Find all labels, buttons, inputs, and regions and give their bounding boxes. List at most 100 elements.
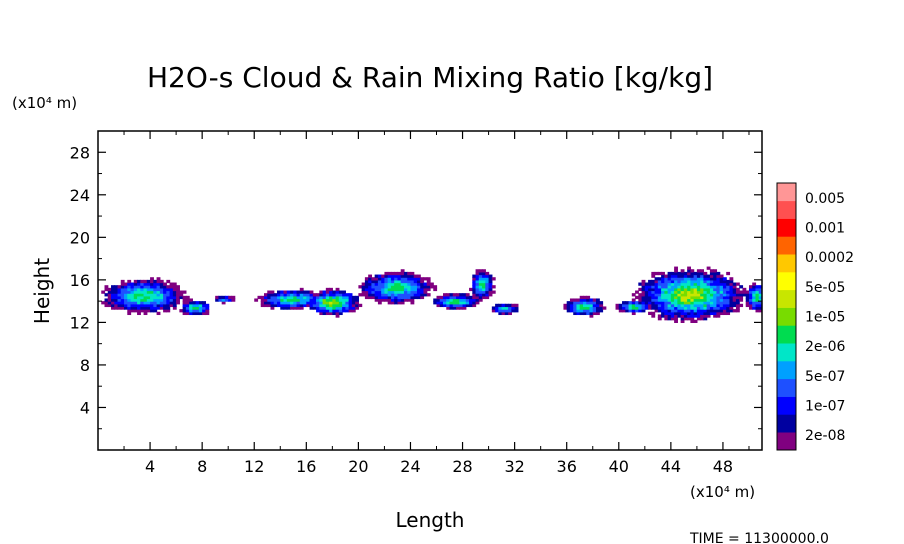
heatmap-cell — [683, 301, 688, 305]
heatmap-cell — [706, 282, 711, 286]
heatmap-cell — [182, 290, 187, 294]
colorbar-label: 5e-05 — [805, 280, 845, 296]
heatmap-cell — [286, 290, 291, 294]
heatmap-cell — [117, 298, 122, 302]
heatmap-cell — [674, 271, 678, 276]
heatmap-cell — [732, 295, 737, 300]
heatmap-cell — [713, 290, 718, 294]
heatmap-cell — [150, 303, 154, 308]
heatmap-cell — [472, 303, 477, 308]
heatmap-cell — [648, 293, 652, 297]
heatmap-cell — [677, 311, 682, 316]
heatmap-cell — [667, 301, 672, 305]
heatmap-cell — [368, 295, 373, 300]
heatmap-cell — [745, 301, 750, 305]
heatmap-cell — [312, 295, 317, 300]
heatmap-cell — [104, 287, 109, 292]
heatmap-cell — [423, 285, 428, 289]
heatmap-cell — [667, 290, 672, 294]
heatmap-cell — [374, 287, 379, 292]
heatmap-cell — [488, 277, 493, 281]
heatmap-cell — [329, 287, 333, 292]
heatmap-cell — [641, 301, 646, 305]
heatmap-cell — [456, 303, 460, 308]
heatmap-cell — [674, 279, 678, 284]
heatmap-cell — [140, 306, 145, 310]
heatmap-cell — [133, 309, 138, 313]
y-tick-label: 24 — [70, 186, 90, 205]
heatmap-cell — [400, 287, 405, 292]
heatmap-cell — [657, 301, 662, 305]
y-axis-label: Height — [30, 258, 54, 324]
heatmap-cell — [156, 290, 161, 294]
heatmap-cell — [670, 277, 675, 281]
heatmap-cell — [218, 295, 223, 300]
heatmap-cell — [687, 309, 691, 313]
heatmap-cell — [420, 293, 425, 297]
heatmap-cell — [436, 301, 441, 305]
heatmap-cell — [267, 295, 272, 300]
heatmap-cell — [696, 301, 701, 305]
heatmap-cell — [290, 293, 294, 297]
heatmap-cell — [166, 309, 171, 313]
heatmap-cell — [599, 303, 604, 308]
x-tick-label: 40 — [609, 457, 629, 476]
heatmap-cell — [407, 277, 412, 281]
heatmap-cell — [303, 290, 307, 294]
heatmap-cell — [709, 285, 714, 289]
heatmap-cell — [283, 295, 288, 300]
heatmap-cell — [732, 282, 737, 286]
heatmap-cell — [172, 287, 177, 292]
heatmap-cell — [397, 293, 402, 297]
heatmap-cell — [716, 303, 721, 308]
heatmap-cell — [657, 282, 662, 286]
heatmap-cell — [674, 277, 678, 281]
heatmap-cell — [338, 303, 343, 308]
heatmap-cell — [677, 290, 682, 294]
heatmap-cell — [387, 274, 392, 278]
heatmap-cell — [329, 306, 333, 310]
heatmap-cell — [329, 293, 333, 297]
heatmap-cell — [726, 290, 731, 294]
heatmap-cell — [166, 303, 171, 308]
heatmap-cell — [501, 309, 506, 313]
heatmap-cell — [381, 285, 386, 289]
heatmap-cell — [420, 295, 425, 300]
heatmap-cell — [700, 269, 705, 273]
heatmap-cell — [748, 306, 753, 310]
heatmap-cell — [264, 295, 268, 300]
heatmap-cell — [573, 298, 578, 302]
heatmap-cell — [589, 301, 594, 305]
heatmap-cell — [107, 287, 112, 292]
heatmap-cell — [638, 287, 643, 292]
heatmap-cell — [335, 311, 340, 316]
heatmap-cell — [576, 298, 581, 302]
heatmap-cell — [677, 293, 682, 297]
heatmap-cell — [150, 279, 154, 284]
heatmap-cell — [114, 293, 119, 297]
heatmap-cell — [150, 306, 154, 310]
heatmap-cell — [192, 311, 197, 316]
heatmap-cell — [426, 285, 431, 289]
heatmap-cell — [501, 303, 506, 308]
heatmap-cell — [748, 287, 753, 292]
heatmap-cell — [452, 298, 457, 302]
heatmap-cell — [332, 295, 337, 300]
heatmap-cell — [312, 298, 317, 302]
heatmap-cell — [651, 303, 656, 308]
heatmap-cell — [198, 306, 203, 310]
heatmap-cell — [667, 282, 672, 286]
heatmap-cell — [687, 314, 691, 318]
heatmap-cell — [700, 298, 705, 302]
heatmap-cell — [488, 290, 493, 294]
heatmap-cell — [394, 301, 399, 305]
heatmap-cell — [169, 298, 174, 302]
heatmap-cell — [651, 271, 656, 276]
heatmap-cell — [127, 282, 132, 286]
heatmap-cell — [303, 293, 307, 297]
heatmap-cell — [654, 293, 659, 297]
heatmap-cell — [696, 295, 701, 300]
heatmap-cell — [111, 285, 115, 289]
heatmap-cell — [143, 287, 148, 292]
heatmap-cell — [696, 279, 701, 284]
